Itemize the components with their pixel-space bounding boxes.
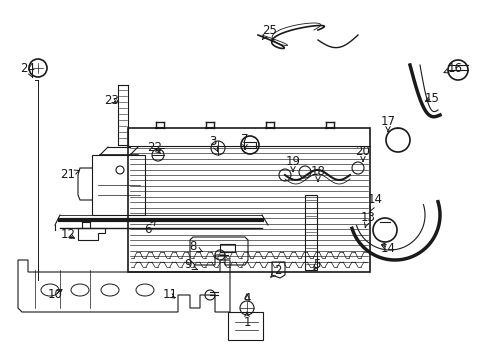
Text: 25: 25 [262, 23, 277, 40]
Text: 1: 1 [243, 312, 250, 329]
Text: 11: 11 [162, 288, 177, 301]
Text: 14: 14 [367, 193, 382, 212]
Text: 15: 15 [424, 91, 439, 104]
Text: 18: 18 [310, 166, 325, 181]
Text: 14: 14 [380, 242, 395, 255]
Text: 13: 13 [360, 211, 375, 228]
Text: 22: 22 [147, 141, 162, 154]
Bar [244, 142, 256, 148]
Bar [128, 128, 369, 272]
Text: 9: 9 [184, 258, 197, 271]
Text: 3: 3 [209, 135, 217, 152]
Text: 7: 7 [241, 134, 248, 149]
Bar [92, 155, 145, 215]
Text: 5: 5 [313, 258, 320, 271]
Text: 12: 12 [61, 229, 75, 242]
Text: 21: 21 [61, 168, 79, 181]
Text: 10: 10 [47, 288, 62, 301]
Text: 19: 19 [285, 156, 300, 171]
Text: 2: 2 [270, 264, 281, 277]
Bar [220, 244, 235, 252]
Text: 16: 16 [443, 62, 462, 75]
Text: 8: 8 [189, 240, 202, 253]
Bar [305, 195, 316, 270]
Text: 20: 20 [355, 145, 370, 161]
Bar [227, 312, 263, 340]
Text: 4: 4 [243, 292, 250, 305]
Text: 23: 23 [104, 94, 119, 107]
Text: 6: 6 [144, 221, 155, 237]
Text: 24: 24 [20, 62, 36, 77]
Text: 17: 17 [380, 116, 395, 131]
